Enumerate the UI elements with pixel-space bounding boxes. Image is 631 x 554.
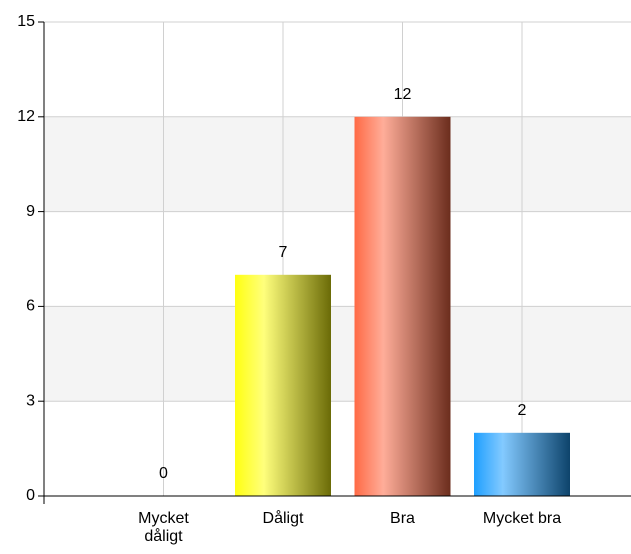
x-tick-label: Mycket dåligt	[138, 510, 189, 545]
grid-band	[44, 116, 631, 212]
y-tick-label: 0	[26, 487, 35, 504]
y-tick-label: 15	[17, 13, 35, 30]
bar	[474, 432, 570, 496]
value-label: 12	[394, 86, 412, 103]
bar	[235, 274, 331, 496]
x-tick-label: Bra	[390, 510, 415, 527]
x-tick-label: Dåligt	[262, 510, 304, 527]
value-label: 0	[159, 465, 168, 482]
value-label: 7	[279, 244, 288, 261]
y-tick-label: 12	[17, 108, 35, 125]
y-tick-label: 3	[26, 392, 35, 409]
x-tick-label: Mycket bra	[482, 510, 562, 527]
bar	[354, 116, 451, 497]
grid-band	[44, 306, 631, 402]
y-tick-label: 6	[26, 298, 35, 315]
y-tick-label: 9	[26, 203, 35, 220]
value-label: 2	[518, 402, 527, 419]
